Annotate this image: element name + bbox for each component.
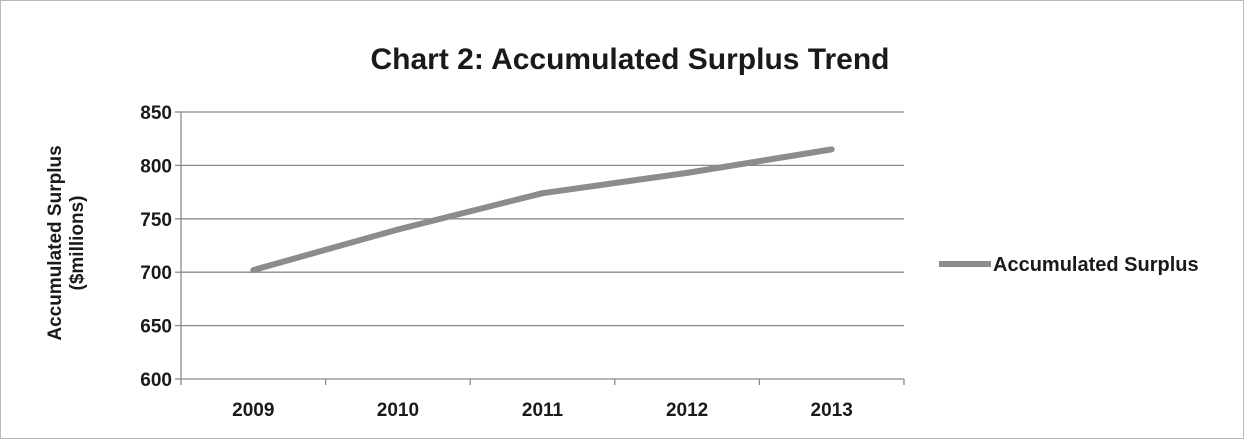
y-tick-label-600: 600 [140,370,172,391]
y-axis-title-line-2: ($millions) [67,195,88,290]
series-line-0 [252,146,833,273]
data-point-2011 [539,190,546,197]
y-tick-labels: 600 650 700 750 800 850 [140,103,172,391]
data-point-2013 [828,146,835,153]
data-point-2009 [250,267,257,274]
series-lines [250,146,835,274]
x-tick-label-2010: 2010 [377,400,419,421]
y-axis-title: Accumulated Surplus ($millions) [45,145,88,340]
y-tick-label-850: 850 [140,103,172,124]
y-tick-label-800: 800 [140,156,172,177]
data-point-2012 [684,169,691,176]
legend-label: Accumulated Surplus [993,254,1199,276]
x-tick-labels: 2009 2010 2011 2012 2013 [232,400,853,421]
x-tick-label-2009: 2009 [232,400,274,421]
x-tick-label-2012: 2012 [666,400,708,421]
y-tick-label-750: 750 [140,210,172,231]
legend: Accumulated Surplus [939,254,1199,276]
data-point-2010 [394,226,401,233]
y-tick-label-700: 700 [140,263,172,284]
y-axis-title-line-1: Accumulated Surplus [45,145,66,340]
gridlines [181,111,904,327]
x-tick-label-2011: 2011 [522,400,564,421]
chart-title: Chart 2: Accumulated Surplus Trend [371,43,890,76]
y-tick-label-650: 650 [140,317,172,338]
axes [175,111,905,385]
x-tick-label-2013: 2013 [811,400,853,421]
